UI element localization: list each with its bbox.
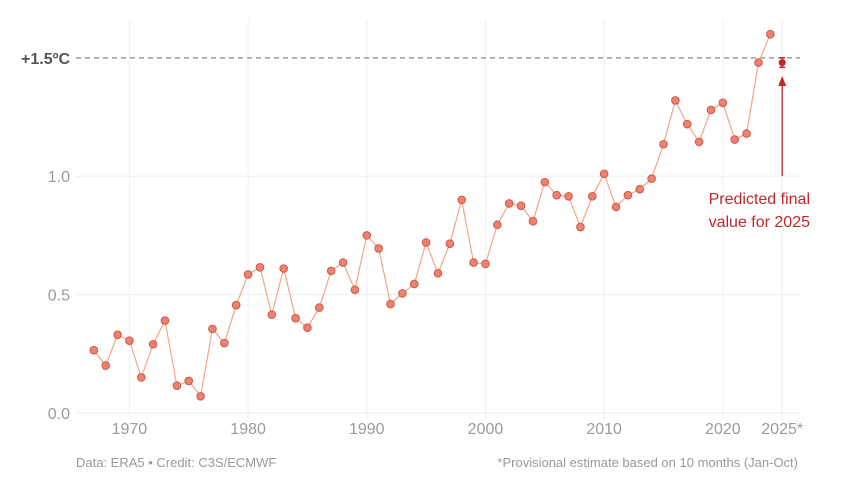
data-point — [326, 266, 336, 276]
data-point — [611, 202, 621, 212]
data-point — [350, 285, 360, 295]
x-tick-label: 1990 — [349, 421, 385, 438]
series-line — [93, 33, 771, 398]
data-point — [243, 270, 253, 279]
data-point — [623, 190, 633, 200]
data-point — [647, 174, 656, 183]
data-point — [730, 135, 740, 144]
x-tick-label: 2000 — [468, 421, 504, 438]
chart-source: Data: ERA5 • Credit: C3S/ECMWF — [76, 455, 277, 470]
data-point — [445, 239, 455, 248]
data-point — [315, 303, 324, 312]
data-point — [504, 199, 514, 208]
data-point — [766, 29, 775, 39]
data-point — [89, 345, 99, 355]
data-point — [587, 192, 597, 201]
data-point — [718, 98, 728, 108]
data-point — [469, 258, 478, 267]
prediction-point — [778, 59, 786, 67]
x-tick-label: 2010 — [586, 421, 622, 438]
y-tick-label: 0.0 — [48, 406, 70, 423]
data-point — [659, 139, 668, 149]
data-point — [386, 299, 395, 309]
data-point — [516, 201, 526, 211]
data-point — [599, 169, 609, 179]
data-point — [409, 279, 419, 289]
data-point — [564, 192, 573, 201]
data-point — [125, 336, 134, 346]
y-tick-label: 1.0 — [48, 169, 70, 186]
data-point — [493, 220, 502, 230]
data-point — [172, 381, 182, 390]
x-tick-label: 2020 — [705, 421, 741, 438]
data-point — [267, 310, 277, 319]
data-point — [303, 323, 312, 332]
annotation-label: Predicted final — [709, 191, 810, 208]
data-point — [754, 58, 763, 67]
data-point — [635, 184, 645, 194]
data-point — [528, 216, 538, 226]
data-point — [742, 129, 751, 138]
data-point — [101, 361, 110, 370]
data-point — [113, 330, 122, 340]
data-point — [433, 268, 443, 278]
data-point — [279, 264, 289, 273]
x-tick-label: 1970 — [112, 421, 148, 438]
data-point — [457, 195, 467, 205]
data-point — [481, 259, 490, 269]
data-point — [552, 190, 561, 200]
data-point — [160, 316, 170, 325]
data-point — [694, 137, 704, 147]
data-point — [231, 300, 241, 310]
data-point — [255, 263, 265, 272]
annotation-arrow-head — [778, 76, 787, 86]
data-point — [196, 392, 205, 401]
data-point — [576, 222, 585, 232]
data-point — [682, 119, 692, 129]
y-tick-label: 0.5 — [48, 288, 70, 305]
data-point — [136, 373, 146, 382]
data-point — [671, 96, 680, 105]
data-point — [374, 244, 383, 253]
data-point — [362, 231, 372, 240]
data-point — [208, 324, 217, 334]
data-point — [148, 339, 158, 349]
data-point — [398, 289, 407, 298]
data-point — [291, 313, 300, 323]
data-point — [184, 376, 194, 386]
data-point — [338, 258, 348, 267]
data-point — [421, 238, 431, 247]
x-tick-label: 2025* — [761, 421, 803, 438]
reference-line-label: +1.5ºC — [21, 51, 70, 68]
x-tick-label: 1980 — [230, 421, 266, 438]
data-point — [220, 338, 229, 348]
chart-footnote: *Provisional estimate based on 10 months… — [497, 455, 798, 470]
annotation-label: value for 2025 — [709, 214, 811, 231]
data-point — [540, 177, 550, 187]
data-point — [706, 105, 716, 115]
